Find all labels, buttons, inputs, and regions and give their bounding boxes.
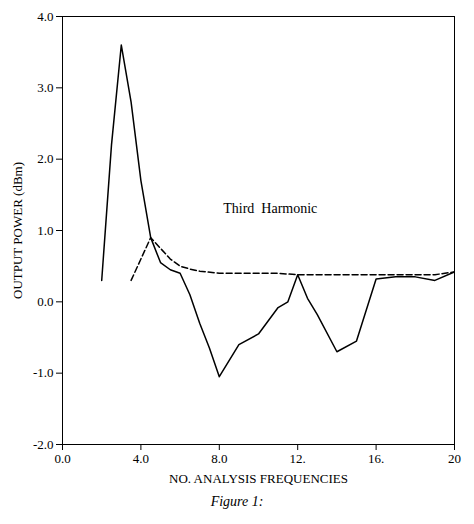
svg-text:16.: 16. (368, 451, 384, 466)
svg-text:-2.0: -2.0 (33, 437, 54, 452)
svg-text:1.0: 1.0 (37, 223, 53, 238)
svg-text:0.0: 0.0 (54, 451, 70, 466)
svg-text:0.0: 0.0 (37, 294, 53, 309)
svg-text:20: 20 (448, 451, 461, 466)
svg-text:12.: 12. (290, 451, 306, 466)
html-text:Figure 1:: Figure 1: (210, 494, 264, 509)
svg-text:8.0: 8.0 (211, 451, 227, 466)
svg-text:OUTPUT POWER (dBm): OUTPUT POWER (dBm) (10, 162, 25, 299)
svg-text:Third Harmonic: Third Harmonic (223, 201, 317, 216)
svg-text:4.0: 4.0 (133, 451, 149, 466)
svg-text:2.0: 2.0 (37, 151, 53, 166)
svg-text:3.0: 3.0 (37, 80, 53, 95)
svg-text:-1.0: -1.0 (33, 365, 54, 380)
svg-text:4.0: 4.0 (37, 9, 53, 24)
svg-text:NO. ANALYSIS FREQUENCIES: NO. ANALYSIS FREQUENCIES (169, 471, 348, 486)
